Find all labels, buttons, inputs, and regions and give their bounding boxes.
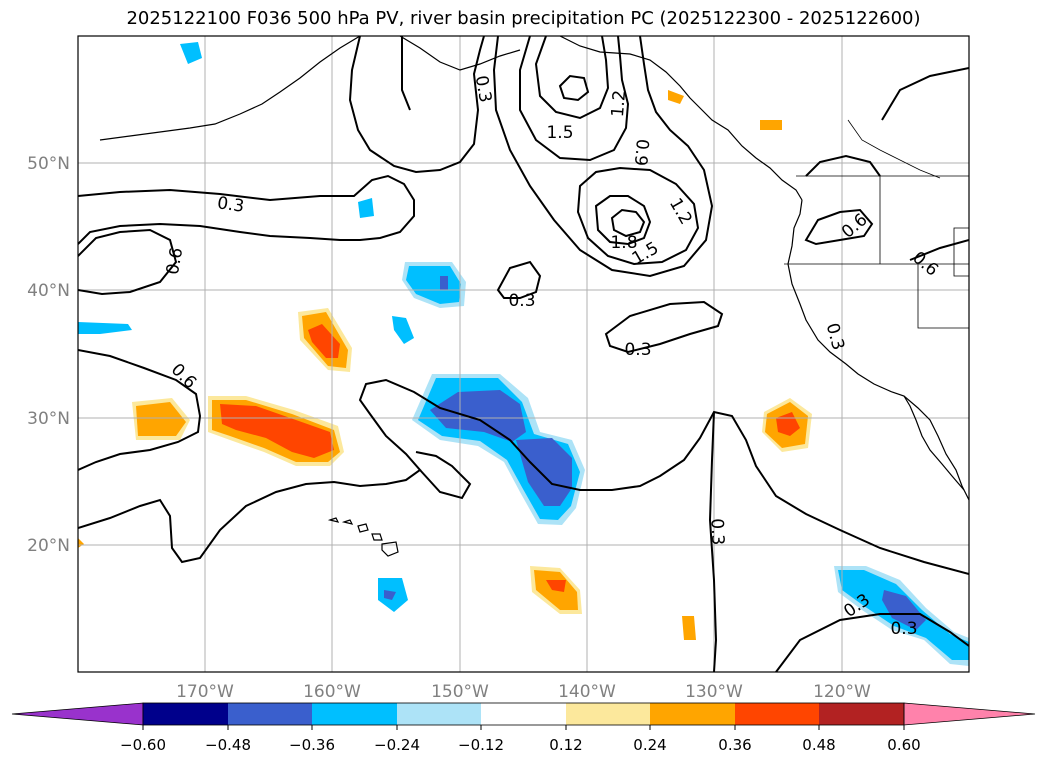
- lon-labels: 170°W 160°W 150°W 140°W 130°W 120°W: [176, 682, 871, 702]
- precip-pos-mid: [760, 120, 782, 130]
- colorbar-tick-label: 0.36: [718, 736, 751, 754]
- pv-contour-label: 0.9: [630, 138, 652, 167]
- pv-contour-label: 1.5: [546, 123, 573, 143]
- precip-neg-strong: [516, 438, 572, 506]
- lat-label: 20°N: [27, 536, 70, 556]
- colorbar-tick-label: −0.36: [289, 736, 335, 754]
- precip-neg-strong: [430, 390, 526, 442]
- map-frame: [77, 35, 970, 673]
- precip-neg-strong: [384, 590, 396, 600]
- boundaries: [784, 119, 969, 329]
- colorbar-segment: [735, 703, 819, 725]
- precip-pos-strong: [546, 580, 566, 592]
- precip-neg-mid: [392, 316, 414, 344]
- pv-contour-label: 0.3: [707, 518, 728, 546]
- pv-contour-label: 0.3: [471, 74, 495, 104]
- pv-contour-label: 0.3: [216, 193, 246, 217]
- pv-contours: [78, 36, 969, 672]
- colorbar-tick-label: 0.24: [633, 736, 666, 754]
- colorbar-segment: [819, 703, 904, 725]
- precip-pos-mid: [668, 90, 684, 104]
- pv-contour-label: 0.3: [508, 291, 535, 311]
- colorbar-ticks: [142, 725, 905, 730]
- colorbar-segment: [566, 703, 650, 725]
- colorbar-segment: [397, 703, 481, 725]
- colorbar-segment: [312, 703, 397, 725]
- colorbar-extend-min: [11, 702, 144, 726]
- colorbar-segment: [228, 703, 312, 725]
- lon-label: 130°W: [685, 682, 743, 702]
- precip-neg-mid: [78, 322, 132, 334]
- precip-pos-mid: [682, 616, 696, 640]
- colorbar-tick-label: 0.12: [549, 736, 582, 754]
- colorbar-tick-label: 0.60: [887, 736, 920, 754]
- lon-label: 120°W: [813, 682, 871, 702]
- lat-label: 30°N: [27, 409, 70, 429]
- colorbar-tick-label: −0.24: [374, 736, 420, 754]
- colorbar-tick-label: −0.48: [205, 736, 251, 754]
- lat-label: 40°N: [27, 281, 70, 301]
- colorbar-outline: [142, 702, 905, 726]
- lon-label: 170°W: [176, 682, 234, 702]
- colorbar-tick-label: −0.12: [458, 736, 504, 754]
- precip-neg-strong: [440, 276, 448, 290]
- colorbar-segment: [481, 703, 566, 725]
- lon-label: 160°W: [303, 682, 361, 702]
- map-background: [78, 36, 969, 672]
- colorbar-segment: [143, 703, 228, 725]
- precip-neg-mid: [180, 42, 202, 64]
- colorbar-extend-max: [903, 702, 1036, 726]
- precip-pos-mid: [136, 402, 186, 436]
- colorbar-tick-label: −0.60: [120, 736, 166, 754]
- plot-title: 2025122100 F036 500 hPa PV, river basin …: [126, 8, 921, 29]
- pv-contour-label: 0.6: [163, 246, 187, 276]
- pv-contour-label: 1.2: [608, 89, 630, 118]
- graticule: [78, 36, 969, 672]
- pv-contour-label: 0.3: [890, 619, 917, 639]
- precip-neg-mid: [406, 266, 461, 304]
- colorbar-tick-label: 0.48: [802, 736, 835, 754]
- pv-contour-label: 1.8: [610, 233, 637, 253]
- precip-neg-strong: [882, 590, 926, 630]
- lon-label: 140°W: [558, 682, 616, 702]
- colorbar-segment: [650, 703, 735, 725]
- precip-neg-mid: [358, 198, 374, 218]
- lat-labels: 20°N 30°N 40°N 50°N: [27, 154, 70, 556]
- colorbar: −0.60 −0.48 −0.36 −0.24 −0.12 0.12 0.24 …: [11, 702, 1036, 754]
- pv-contour-label: 0.3: [624, 340, 651, 360]
- lat-label: 50°N: [27, 154, 70, 174]
- lon-label: 150°W: [431, 682, 489, 702]
